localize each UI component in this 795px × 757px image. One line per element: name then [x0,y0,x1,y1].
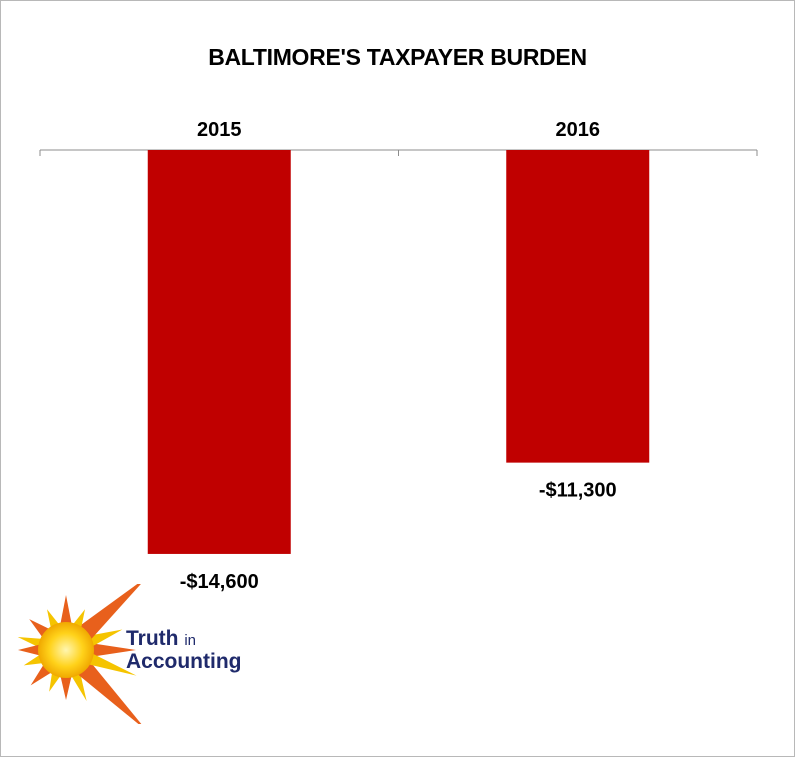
sun-ray-icon [86,652,137,676]
sun-ray-icon [76,660,142,724]
bar-2015 [147,150,291,554]
sun-ray-icon [86,629,123,648]
sun-ray-icon [77,584,141,641]
data-label-2016: -$11,300 [539,480,617,502]
logo-text: Truth in Accounting [126,628,242,672]
data-label-2015: -$14,600 [180,571,259,593]
logo-in: in [184,632,197,649]
sun-logo-icon [17,584,142,724]
logo-truth: Truth [126,627,179,650]
logo-accounting: Accounting [126,650,242,673]
x-tick-label-2016: 2016 [556,119,601,141]
sun-ray-icon [60,674,72,700]
sun-ray-icon [70,670,87,701]
x-tick-label-2015: 2015 [197,119,242,141]
sun-ray-icon [90,643,136,657]
bar-2016 [506,150,650,463]
chart-title: BALTIMORE'S TAXPAYER BURDEN [208,44,587,70]
sun-ray-icon [60,595,72,626]
sun-ray-icon [18,644,42,656]
